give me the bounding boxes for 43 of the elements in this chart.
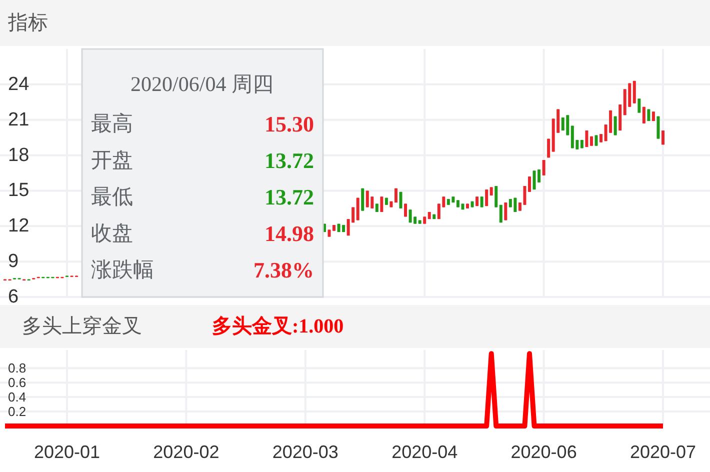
candlestick [542, 160, 546, 176]
chart-title: 指标 [7, 12, 48, 34]
chart-title: 多头上穿金叉 [22, 316, 142, 338]
candlestick [656, 116, 660, 140]
candlestick [594, 134, 598, 146]
x-tick-label: 2020-06 [510, 442, 577, 462]
annotation: 涨跌幅 [91, 258, 154, 282]
candlestick [380, 196, 384, 212]
annotation: 15.30 [264, 112, 314, 136]
y-tick-label: 24 [8, 74, 30, 95]
y-tick-label: 15 [8, 180, 30, 202]
candlestick [504, 202, 508, 221]
x-tick-label: 2020-07 [630, 442, 696, 462]
annotation: 收盘 [91, 222, 133, 245]
annotation: 13.72 [264, 184, 314, 210]
annotation: 最低 [91, 186, 133, 208]
annotation: 最高 [91, 112, 133, 136]
candlestick [638, 98, 641, 114]
y-tick-label: 6 [8, 286, 19, 308]
candlestick [485, 189, 488, 207]
y-tick-label: 9 [8, 251, 19, 272]
x-tick-label: 2020-03 [272, 442, 338, 462]
text: 多头金叉:1.000 [212, 316, 344, 338]
candlestick [361, 188, 364, 212]
candlestick [399, 191, 402, 209]
y-tick-label: 0.8 [8, 360, 26, 376]
x-tick-label: 2020-02 [153, 442, 220, 462]
x-tick-label: 2020-04 [392, 442, 458, 462]
candlestick [632, 80, 636, 104]
annotation: 13.72 [264, 148, 314, 173]
y-tick-label: 0.6 [8, 375, 26, 390]
x-tick-label: 2020-01 [34, 442, 100, 462]
y-tick-label: 12 [8, 216, 30, 237]
annotation: 14.98 [264, 221, 314, 246]
candlestick [404, 203, 408, 218]
y-tick-label: 0.4 [8, 390, 26, 405]
y-tick-label: 0.2 [8, 404, 26, 420]
annotation: 7.38% [254, 258, 314, 282]
y-tick-label: 18 [8, 144, 30, 166]
y-tick-label: 21 [8, 109, 30, 130]
candlestick [642, 106, 646, 124]
annotation: 开盘 [91, 149, 133, 172]
annotation: 2020/06/04 周四 [130, 72, 274, 96]
